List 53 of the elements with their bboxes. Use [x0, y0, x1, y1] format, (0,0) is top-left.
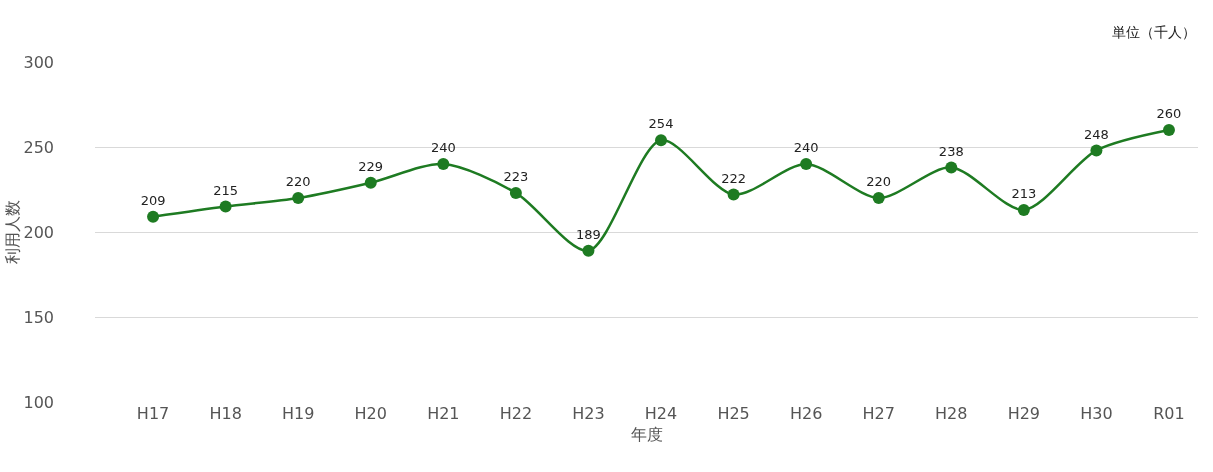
data-label: 223: [503, 169, 529, 185]
point: [509, 186, 522, 199]
point: [727, 188, 740, 201]
data-label: 254: [648, 116, 674, 132]
point: [364, 176, 377, 189]
point: [800, 158, 813, 170]
x-tick-label: H26: [789, 404, 823, 423]
x-tick-label: H17: [136, 404, 170, 423]
text: 単位（千人）: [1112, 24, 1196, 40]
data-label: 260: [1156, 106, 1182, 122]
point: [1162, 124, 1175, 136]
data-label: 240: [430, 140, 456, 156]
point: [1017, 203, 1030, 216]
x-tick-label: H23: [572, 404, 605, 423]
x-tick-label: H28: [935, 404, 968, 423]
y-tick-label: 200: [23, 222, 54, 242]
x-tick-label: H22: [499, 404, 533, 423]
data-label: 248: [1084, 126, 1109, 142]
x-tick-label: H27: [862, 404, 895, 423]
x-tick-label: H24: [644, 404, 678, 423]
point: [582, 244, 595, 257]
data-label: 220: [866, 174, 892, 190]
x-tick-label: R01: [1153, 404, 1185, 423]
data-label: 222: [721, 170, 746, 186]
data-label: 220: [285, 174, 311, 190]
y-tick-label: 150: [23, 307, 54, 327]
point: [945, 161, 958, 174]
x-tick-label: H25: [717, 404, 750, 423]
y-tick-label: 300: [23, 52, 54, 72]
x-tick-label: H18: [209, 404, 242, 423]
x-tick-label: H30: [1080, 404, 1113, 423]
point: [292, 192, 305, 204]
point: [437, 158, 450, 170]
x-tick-label: H29: [1007, 404, 1041, 423]
point: [872, 192, 885, 204]
data-label: 215: [213, 182, 239, 198]
x-tick-label: H19: [281, 404, 315, 423]
data-label: 240: [793, 140, 819, 156]
x-axis-title: 年度: [630, 424, 663, 444]
y-axis-title: 利用人数: [3, 200, 23, 264]
point: [655, 134, 668, 147]
data-label: 189: [576, 226, 601, 242]
point: [1090, 144, 1103, 157]
data-label: 238: [938, 143, 964, 159]
data-label: 213: [1011, 186, 1037, 202]
y-tick-label: 250: [23, 137, 54, 157]
x-tick-label: H20: [354, 404, 387, 423]
data-label: 209: [140, 192, 166, 208]
x-tick-label: H21: [427, 404, 460, 423]
point: [147, 210, 160, 223]
y-tick-label: 100: [23, 392, 54, 412]
data-label: 229: [358, 158, 384, 174]
point: [219, 200, 232, 213]
